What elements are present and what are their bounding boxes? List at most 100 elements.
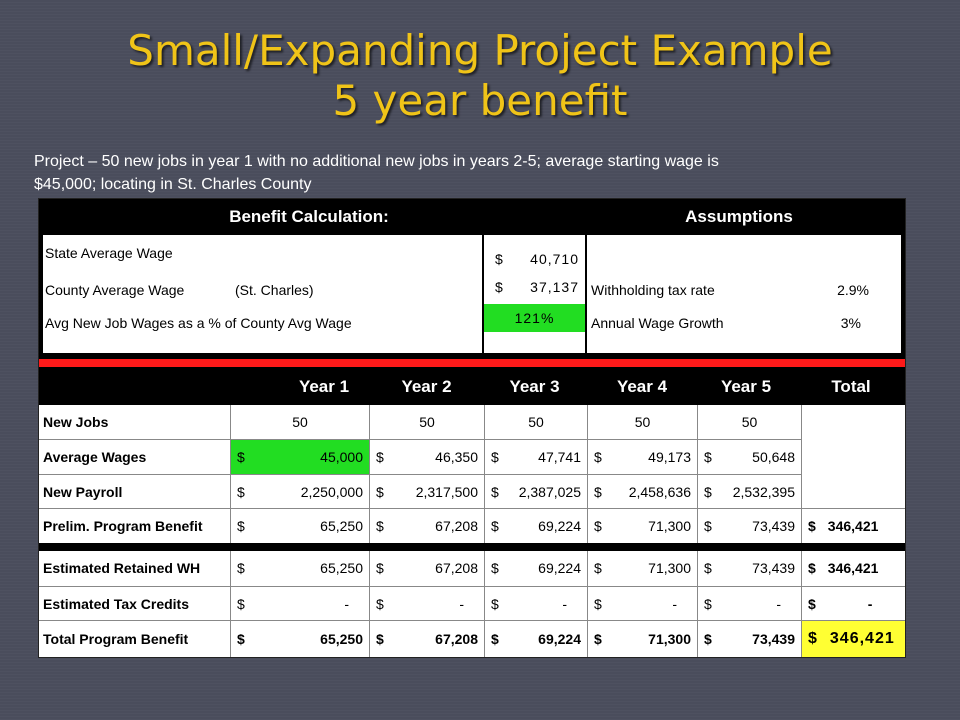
currency-sign: $ [376,518,384,534]
currency-sign: $ [594,518,602,534]
currency-sign: $ [491,449,499,465]
amount: 47,741 [538,449,581,465]
currency-sign: $ [491,484,499,500]
top-row-1-year-3-value: $47,741 [485,440,587,474]
amount: 45,000 [320,449,363,465]
top-row-0-year-5-value: 50 [741,414,758,430]
amount: - [672,596,677,612]
withholding-rate-label: Withholding tax rate [591,282,715,298]
currency-sign: $ [237,449,245,465]
wage-growth-value: 3% [840,315,861,331]
total-amount: 346,421 [827,560,879,576]
bottom-row-1-year-5-value: $ - [698,587,801,621]
currency-sign: $ [808,630,818,647]
currency-sign: $ [491,518,499,534]
amount: - [459,596,464,612]
top-row-0-year-3-value: 50 [528,414,544,430]
bottom-row-0-year-4-value: $71,300 [588,551,697,585]
top-row-1-year-1-value: $45,000 [231,440,369,474]
top-row-0-label: New Jobs [43,414,109,430]
currency-sign: $ [594,449,602,465]
top-row-2-year-2-value: $2,317,500 [370,475,484,509]
title-line-1: Small/Expanding Project Example [127,26,833,75]
bottom-row-1-year-3-value: $ - [485,587,587,621]
amount: - [562,596,567,612]
benefit-header-band [39,199,905,235]
amount: 73,439 [752,631,795,647]
bottom-row-1-year-4-value: $ - [588,587,697,621]
top-row-2-year-5-value: $2,532,395 [698,475,801,509]
amount: 71,300 [648,631,691,647]
currency-sign: $ [376,631,384,647]
currency-sign: $ [704,518,712,534]
top-row-3-year-3-value: $69,224 [485,509,587,543]
amount: 2,250,000 [300,484,363,500]
header-year-1: Year 1 [298,377,350,396]
currency-sign: $ [237,518,245,534]
total-amount: 346,421 [827,518,879,534]
header-year-3: Year 3 [509,377,560,396]
top-row-0-year-1-value: 50 [292,414,308,430]
currency-sign: $ [808,518,816,534]
currency-sign: $ [237,631,245,647]
description-line-1: Project – 50 new jobs in year 1 with no … [34,153,719,170]
top-row-3-total: $346,421 [802,509,905,543]
bottom-row-0-year-1-value: $65,250 [231,551,369,585]
bottom-row-1-year-2-value: $ - [370,587,484,621]
currency-sign: $ [237,596,245,612]
middle-border-right [585,235,587,355]
left-border [39,235,43,355]
amount: 73,439 [752,560,795,576]
currency-sign: $ [594,560,602,576]
amount: 71,300 [648,518,691,534]
total-amount: 346,421 [829,630,895,647]
currency-sign: $ [594,484,602,500]
currency-sign: $ [491,596,499,612]
county-avg-wage-label: County Average Wage [45,282,185,298]
currency-sign: $ [594,631,602,647]
year-header-band [39,367,905,405]
bottom-row-2-total: $346,421 [802,621,905,657]
amount: - [776,596,781,612]
header-year-5: Year 5 [720,377,772,396]
project-description: Project – 50 new jobs in year 1 with no … [34,150,934,196]
amount: 2,387,025 [518,484,581,500]
currency-sign: $ [704,631,712,647]
right-border [901,235,905,355]
state-avg-wage-currency: $ [495,251,503,267]
middle-border-left [482,235,484,355]
county-avg-wage-currency: $ [495,279,503,295]
amount: 65,250 [320,560,363,576]
top-row-2-year-1-value: $2,250,000 [231,475,369,509]
state-avg-wage-value: 40,710 [530,251,579,267]
top-row-3-year-2-value: $67,208 [370,509,484,543]
currency-sign: $ [704,596,712,612]
header-year-2: Year 2 [401,377,452,396]
currency-sign: $ [376,596,384,612]
bottom-row-2-year-4-value: $71,300 [588,621,697,657]
amount: 71,300 [648,560,691,576]
currency-sign: $ [704,484,712,500]
bottom-row-2-year-5-value: $73,439 [698,621,801,657]
currency-sign: $ [237,560,245,576]
amount: 69,224 [538,631,581,647]
top-row-0-year-4-value: 50 [634,414,651,430]
bottom-row-2-year-2-value: $67,208 [370,621,484,657]
top-row-2-year-3-value: $2,387,025 [485,475,587,509]
section-divider [39,543,905,551]
bottom-row-1-total: $ - [802,587,905,621]
total-amount: - [867,596,873,612]
amount: 69,224 [538,560,581,576]
amount: 67,208 [435,631,478,647]
bottom-row-1-label: Estimated Tax Credits [43,596,190,612]
top-row-1-label: Average Wages [43,449,147,465]
currency-sign: $ [376,484,384,500]
red-divider [39,359,905,367]
amount: 2,317,500 [415,484,478,500]
amount: 69,224 [538,518,581,534]
description-line-2: $45,000; locating in St. Charles County [34,176,312,193]
avg-wage-year1-highlight [231,440,369,474]
top-row-3-label: Prelim. Program Benefit [43,518,203,534]
currency-sign: $ [491,631,499,647]
top-row-3-year-4-value: $71,300 [588,509,697,543]
